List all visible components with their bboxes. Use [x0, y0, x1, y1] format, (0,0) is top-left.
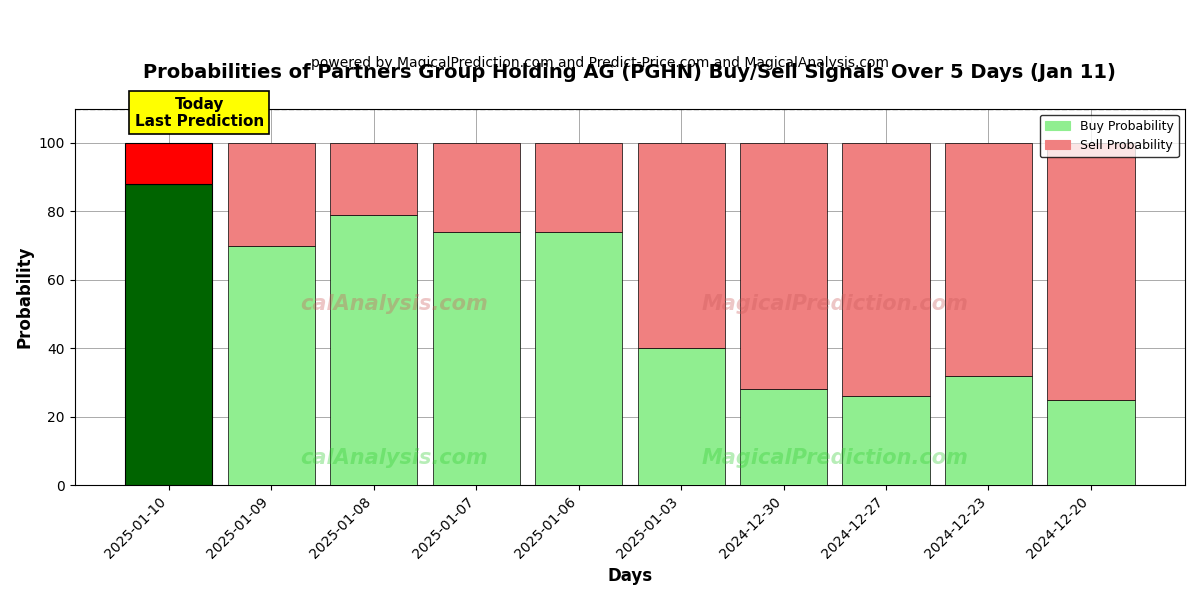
Text: Today
Last Prediction: Today Last Prediction — [134, 97, 264, 129]
Bar — [228, 245, 314, 485]
Legend: Buy Probability, Sell Probability: Buy Probability, Sell Probability — [1040, 115, 1178, 157]
Text: powered by MagicalPrediction.com and Predict-Price.com and MagicalAnalysis.com: powered by MagicalPrediction.com and Pre… — [311, 56, 889, 70]
Bar — [330, 215, 418, 485]
Bar — [842, 396, 930, 485]
Bar — [535, 232, 622, 485]
Text: calAnalysis.com: calAnalysis.com — [300, 294, 488, 314]
Text: calAnalysis.com: calAnalysis.com — [300, 448, 488, 468]
Title: Probabilities of Partners Group Holding AG (PGHN) Buy/Sell Signals Over 5 Days (: Probabilities of Partners Group Holding … — [143, 63, 1116, 82]
Bar — [125, 184, 212, 485]
Bar — [125, 143, 212, 184]
Text: MagicalPrediction.com: MagicalPrediction.com — [701, 448, 968, 468]
Y-axis label: Probability: Probability — [16, 245, 34, 348]
Bar — [228, 143, 314, 245]
Bar — [740, 143, 827, 389]
Bar — [842, 143, 930, 396]
Bar — [1048, 400, 1134, 485]
Bar — [637, 348, 725, 485]
Bar — [637, 143, 725, 348]
Bar — [432, 232, 520, 485]
Text: MagicalPrediction.com: MagicalPrediction.com — [701, 294, 968, 314]
Bar — [432, 143, 520, 232]
Bar — [740, 389, 827, 485]
Bar — [535, 143, 622, 232]
X-axis label: Days: Days — [607, 567, 653, 585]
Bar — [330, 143, 418, 215]
Bar — [944, 143, 1032, 376]
Bar — [944, 376, 1032, 485]
Bar — [1048, 143, 1134, 400]
